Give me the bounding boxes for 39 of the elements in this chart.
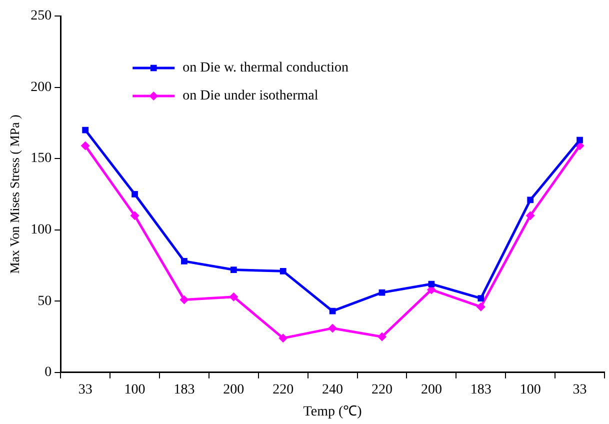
x-tick-label: 183 [174,382,195,398]
point [229,292,238,302]
point [130,211,140,220]
point [230,266,237,273]
x-tick-label: 240 [322,382,344,398]
point [181,258,188,264]
point [527,196,534,204]
point [576,136,583,144]
y-axis-title: Max Von Mises Stress ( MPa ) [7,114,22,274]
y-tick-label: 250 [30,8,52,24]
y-tick-label: 150 [30,151,52,166]
legend-label: on Die w. thermal conduction [182,60,348,76]
x-tick-label: 200 [420,382,442,398]
x-tick-label: 33 [78,382,92,398]
x-tick-label: 200 [223,382,244,398]
point [478,295,484,302]
y-tick-label: 50 [38,294,52,309]
point [280,268,286,274]
x-tick-label: 220 [272,382,294,398]
y-tick-label: 100 [30,222,52,238]
point [328,324,338,333]
x-tick-label: 100 [124,382,146,398]
point [329,308,336,314]
point [377,332,386,342]
point [278,334,288,343]
point [526,211,535,220]
point [476,302,486,312]
x-tick-label: 100 [520,382,541,398]
x-tick-label: 183 [470,382,492,398]
x-tick-label: 33 [572,382,587,398]
point [180,295,189,304]
point [80,141,90,150]
x-tick-label: 220 [371,382,392,398]
legend-label: on Die under isothermal [182,88,318,104]
x-axis-title: Temp (℃) [303,404,362,420]
y-tick-label: 200 [30,80,52,95]
y-tick-label: 0 [44,365,52,380]
point [132,191,138,198]
point [82,126,89,134]
